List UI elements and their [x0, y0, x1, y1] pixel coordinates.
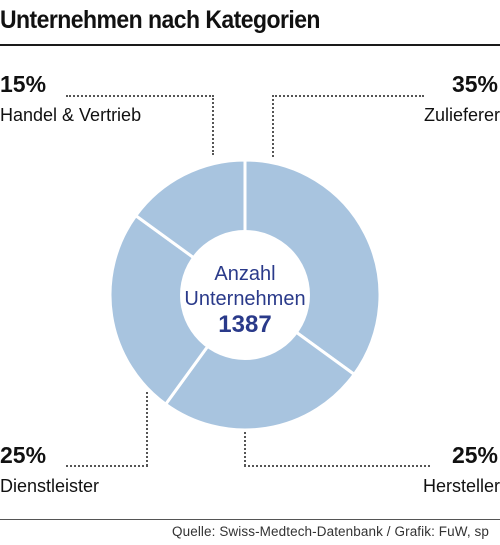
source-note: Quelle: Swiss-Medtech-Datenbank / Grafik…	[172, 524, 490, 539]
chart-title: Unternehmen nach Kategorien	[0, 6, 320, 34]
leader-line-dienstleister-v	[146, 392, 148, 466]
leader-line-handel-vertrieb-v	[212, 95, 214, 155]
center-label-line-1: Anzahl	[214, 263, 275, 285]
category-label-zulieferer: Zulieferer	[423, 105, 500, 125]
center-total-value: 1387	[218, 311, 271, 338]
category-label-hersteller: Hersteller	[422, 476, 500, 496]
donut-hole	[180, 230, 310, 360]
category-label-dienstleister: Dienstleister	[0, 476, 100, 496]
leader-line-zulieferer-v	[272, 95, 274, 157]
footer-divider	[0, 519, 500, 520]
leader-line-handel-vertrieb-h	[66, 95, 214, 97]
leader-line-zulieferer-h	[272, 95, 424, 97]
pct-label-zulieferer: 35%	[451, 71, 498, 97]
pie-slice-dienstleister	[108, 213, 248, 407]
category-label-handel-vertrieb: Handel & Vertrieb	[0, 105, 142, 125]
pie-slice-hersteller	[163, 292, 357, 432]
title-divider	[0, 44, 500, 46]
pie-slice-zulieferer	[243, 158, 382, 377]
leader-line-hersteller-v	[244, 432, 246, 466]
pct-label-hersteller: 25%	[451, 442, 498, 468]
pct-label-handel-vertrieb: 15%	[0, 71, 47, 97]
leader-line-dienstleister-h	[66, 465, 148, 467]
leader-line-hersteller-h	[244, 465, 430, 467]
pct-label-dienstleister: 25%	[0, 442, 47, 468]
center-label-line-2: Unternehmen	[184, 288, 305, 310]
